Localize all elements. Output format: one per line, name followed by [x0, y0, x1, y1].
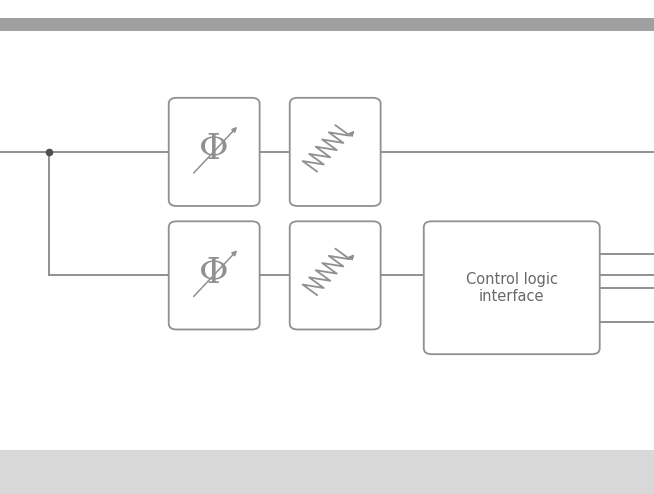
FancyBboxPatch shape — [290, 221, 381, 329]
FancyBboxPatch shape — [0, 450, 654, 494]
Text: Φ: Φ — [199, 256, 229, 290]
FancyBboxPatch shape — [290, 98, 381, 206]
FancyBboxPatch shape — [0, 18, 654, 31]
FancyBboxPatch shape — [424, 221, 600, 354]
FancyBboxPatch shape — [169, 221, 260, 329]
FancyBboxPatch shape — [169, 98, 260, 206]
Text: Φ: Φ — [199, 132, 229, 166]
Text: Control logic
interface: Control logic interface — [466, 272, 558, 304]
